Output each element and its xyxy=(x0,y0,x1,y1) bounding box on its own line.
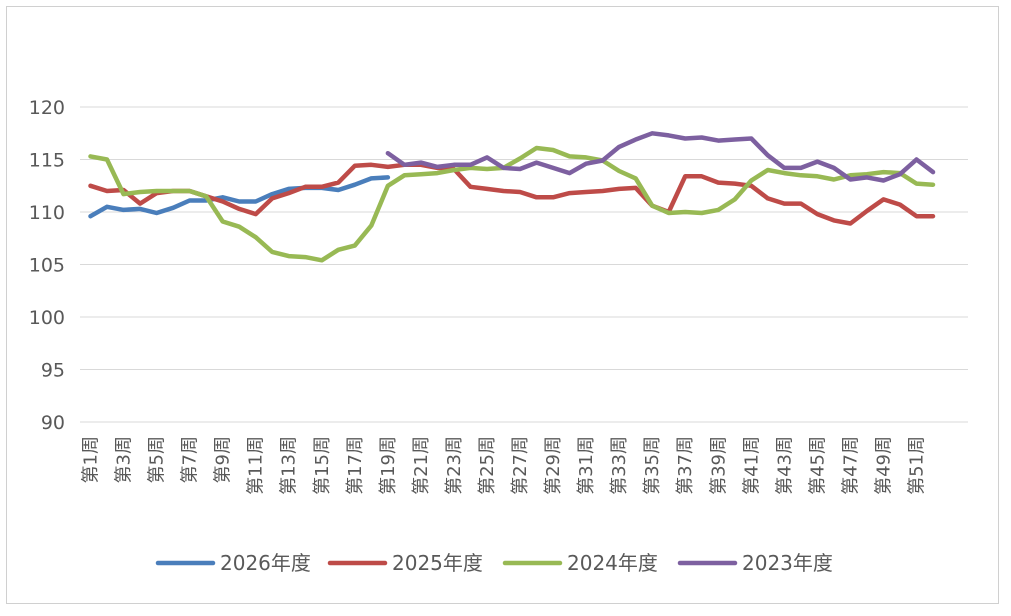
series-line-2025年度 xyxy=(88,162,936,226)
x-tick-label: 第43周 xyxy=(774,436,795,495)
x-tick-label: 第41周 xyxy=(741,436,762,495)
legend: 2026年度 2025年度 2024年度 2023年度 xyxy=(155,551,833,575)
legend-label: 2024年度 xyxy=(567,551,658,575)
x-tick-label: 第33周 xyxy=(609,436,630,495)
y-tick-label: 115 xyxy=(29,150,65,172)
x-tick-label: 第49周 xyxy=(873,436,894,495)
y-tick-label: 110 xyxy=(29,202,65,224)
x-tick-label: 第5周 xyxy=(147,436,168,483)
y-tick-label: 105 xyxy=(29,255,65,277)
x-tick-label: 第19周 xyxy=(378,436,399,495)
x-tick-label: 第13周 xyxy=(279,436,300,495)
x-tick-label: 第39周 xyxy=(708,436,729,495)
x-tick-label: 第31周 xyxy=(576,436,597,495)
x-tick-label: 第7周 xyxy=(180,436,201,483)
legend-label: 2025年度 xyxy=(392,551,483,575)
x-tick-label: 第51周 xyxy=(907,436,928,495)
x-tick-label: 第47周 xyxy=(840,436,861,495)
series-line-2024年度 xyxy=(88,145,936,263)
x-tick-label: 第21周 xyxy=(411,436,432,495)
x-tick-label: 第25周 xyxy=(477,436,498,495)
chart-frame xyxy=(6,6,999,604)
x-tick-label: 第11周 xyxy=(246,436,267,495)
x-tick-label: 第1周 xyxy=(81,436,102,483)
x-tick-label: 第9周 xyxy=(213,436,234,483)
series-lines xyxy=(88,131,936,263)
x-tick-label: 第29周 xyxy=(543,436,564,495)
x-tick-label: 第45周 xyxy=(807,436,828,495)
x-tick-label: 第23周 xyxy=(444,436,465,495)
x-tick-label: 第17周 xyxy=(345,436,366,495)
x-tick-label: 第35周 xyxy=(642,436,663,495)
x-tick-label: 第37周 xyxy=(675,436,696,495)
x-tick-label: 第27周 xyxy=(510,436,531,495)
x-tick-label: 第3周 xyxy=(114,436,135,483)
series-line-2023年度 xyxy=(385,131,936,183)
y-tick-label: 90 xyxy=(41,412,65,434)
y-tick-label: 100 xyxy=(29,307,65,329)
legend-label: 2026年度 xyxy=(220,551,311,575)
gridlines xyxy=(80,106,968,423)
y-tick-label: 95 xyxy=(41,360,65,382)
y-tick-label: 120 xyxy=(29,97,65,119)
x-tick-label: 第15周 xyxy=(312,436,333,495)
x-axis-ticks: 第1周 第3周 第5周 第7周 第9周 第11周 第13周 第15周 第17周 第19周 第21周第… xyxy=(81,436,928,495)
y-axis-ticks: 90 95 100 105 110 115 120 xyxy=(29,97,65,434)
legend-label: 2023年度 xyxy=(742,551,833,575)
series-line-2026年度 xyxy=(88,175,391,219)
